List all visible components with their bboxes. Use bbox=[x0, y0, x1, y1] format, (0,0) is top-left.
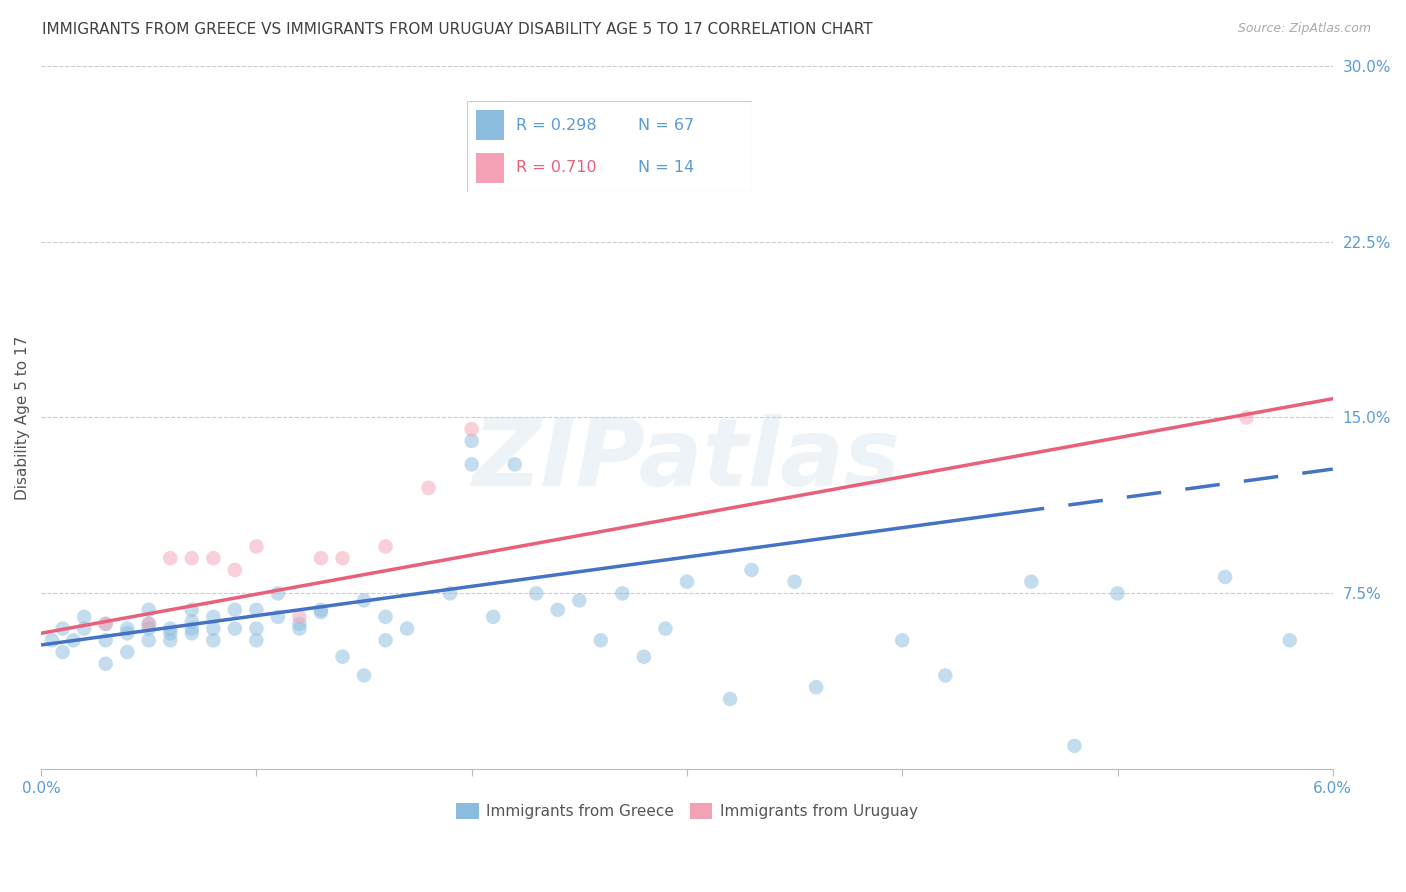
Point bbox=[52, 622, 75, 636]
Text: Source: ZipAtlas.com: Source: ZipAtlas.com bbox=[1237, 22, 1371, 36]
Point bbox=[654, 622, 676, 636]
Point bbox=[94, 616, 117, 631]
Point bbox=[934, 668, 956, 682]
Point bbox=[374, 610, 396, 624]
Point bbox=[439, 586, 461, 600]
Point bbox=[202, 622, 225, 636]
Point bbox=[1063, 739, 1085, 753]
Point bbox=[94, 633, 117, 648]
Point bbox=[245, 633, 267, 648]
Point bbox=[159, 633, 181, 648]
Point bbox=[288, 622, 311, 636]
Point bbox=[524, 586, 547, 600]
Point bbox=[245, 622, 267, 636]
Point bbox=[891, 633, 914, 648]
Point bbox=[94, 616, 117, 631]
Point bbox=[245, 603, 267, 617]
Point bbox=[159, 626, 181, 640]
Point bbox=[309, 603, 332, 617]
Point bbox=[180, 626, 202, 640]
Point bbox=[52, 645, 75, 659]
Point bbox=[396, 622, 419, 636]
Point bbox=[267, 586, 290, 600]
Point bbox=[180, 551, 202, 566]
Point bbox=[115, 626, 138, 640]
Point bbox=[741, 563, 763, 577]
Y-axis label: Disability Age 5 to 17: Disability Age 5 to 17 bbox=[15, 335, 30, 500]
Point bbox=[633, 649, 655, 664]
Point bbox=[783, 574, 806, 589]
Point bbox=[202, 633, 225, 648]
Point bbox=[73, 622, 96, 636]
Point bbox=[460, 422, 482, 436]
Point bbox=[503, 458, 526, 472]
Point bbox=[460, 434, 482, 448]
Point bbox=[138, 633, 160, 648]
Point bbox=[224, 622, 246, 636]
Point bbox=[73, 610, 96, 624]
Point bbox=[718, 692, 741, 706]
Point bbox=[288, 610, 311, 624]
Point bbox=[309, 605, 332, 619]
Point bbox=[138, 603, 160, 617]
Point bbox=[1021, 574, 1043, 589]
Point bbox=[138, 622, 160, 636]
Point bbox=[309, 551, 332, 566]
Point bbox=[353, 593, 375, 607]
Point bbox=[612, 586, 634, 600]
Point bbox=[353, 668, 375, 682]
Point bbox=[180, 615, 202, 629]
Point bbox=[180, 622, 202, 636]
Point bbox=[115, 622, 138, 636]
Point bbox=[138, 616, 160, 631]
Point bbox=[202, 551, 225, 566]
Text: ZIPatlas: ZIPatlas bbox=[472, 414, 901, 506]
Point bbox=[94, 657, 117, 671]
Point bbox=[41, 633, 63, 648]
Point bbox=[418, 481, 440, 495]
Point bbox=[589, 633, 612, 648]
Point bbox=[460, 458, 482, 472]
Point bbox=[245, 540, 267, 554]
Point bbox=[804, 680, 827, 694]
Point bbox=[1213, 570, 1236, 584]
Text: IMMIGRANTS FROM GREECE VS IMMIGRANTS FROM URUGUAY DISABILITY AGE 5 TO 17 CORRELA: IMMIGRANTS FROM GREECE VS IMMIGRANTS FRO… bbox=[42, 22, 873, 37]
Point bbox=[568, 593, 591, 607]
Point bbox=[138, 616, 160, 631]
Point bbox=[1236, 410, 1258, 425]
Point bbox=[288, 616, 311, 631]
Point bbox=[202, 610, 225, 624]
Point bbox=[1278, 633, 1301, 648]
Point bbox=[62, 633, 84, 648]
Point bbox=[180, 603, 202, 617]
Point bbox=[224, 603, 246, 617]
Point bbox=[332, 551, 354, 566]
Point bbox=[159, 551, 181, 566]
Point bbox=[374, 633, 396, 648]
Point bbox=[332, 649, 354, 664]
Point bbox=[547, 603, 569, 617]
Point bbox=[676, 574, 699, 589]
Point bbox=[374, 540, 396, 554]
Point bbox=[115, 645, 138, 659]
Point bbox=[224, 563, 246, 577]
Legend: Immigrants from Greece, Immigrants from Uruguay: Immigrants from Greece, Immigrants from … bbox=[450, 797, 924, 825]
Point bbox=[1107, 586, 1129, 600]
Point bbox=[267, 610, 290, 624]
Point bbox=[482, 610, 505, 624]
Point bbox=[159, 622, 181, 636]
